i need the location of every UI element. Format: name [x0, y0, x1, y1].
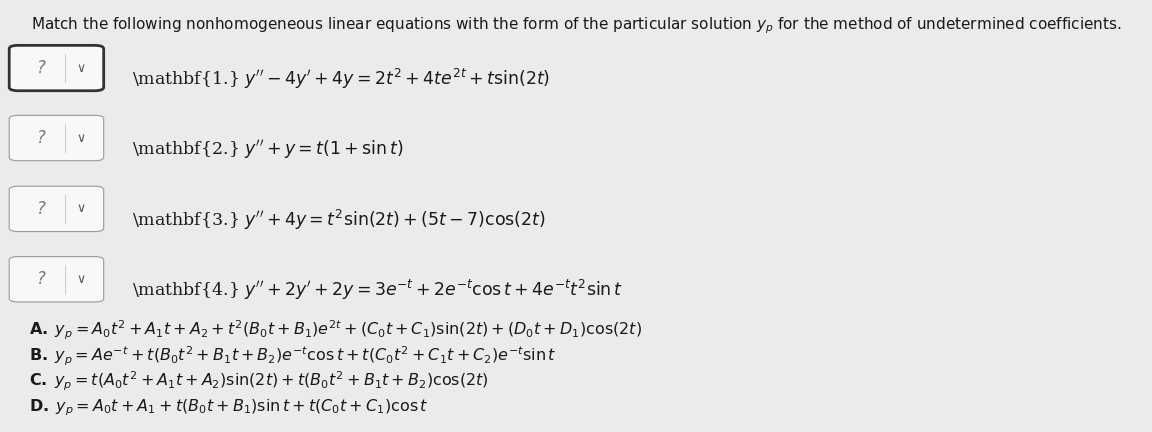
Text: \mathbf{2.} $y'' + y = t(1 + \sin t)$: \mathbf{2.} $y'' + y = t(1 + \sin t)$: [132, 137, 404, 161]
Text: $\mathbf{B.}\; y_p = Ae^{-t} + t(B_0t^2 + B_1t + B_2)e^{-t}\cos t + t(C_0t^2 + C: $\mathbf{B.}\; y_p = Ae^{-t} + t(B_0t^2 …: [29, 345, 556, 368]
FancyBboxPatch shape: [9, 257, 104, 302]
Text: \mathbf{3.} $y'' + 4y = t^2\sin(2t) + (5t - 7)\cos(2t)$: \mathbf{3.} $y'' + 4y = t^2\sin(2t) + (5…: [132, 207, 546, 232]
Text: ∨: ∨: [77, 202, 86, 216]
FancyBboxPatch shape: [9, 45, 104, 91]
Text: \mathbf{4.} $y'' + 2y' + 2y = 3e^{-t} + 2e^{-t}\cos t + 4e^{-t}t^2\sin t$: \mathbf{4.} $y'' + 2y' + 2y = 3e^{-t} + …: [132, 278, 623, 302]
Text: ∨: ∨: [77, 61, 86, 75]
Text: Match the following nonhomogeneous linear equations with the form of the particu: Match the following nonhomogeneous linea…: [31, 15, 1121, 36]
FancyBboxPatch shape: [9, 186, 104, 232]
Text: ?: ?: [37, 59, 46, 77]
Text: $\mathbf{C.}\; y_p = t(A_0t^2 + A_1t + A_2)\sin(2t) + t(B_0t^2 + B_1t + B_2)\cos: $\mathbf{C.}\; y_p = t(A_0t^2 + A_1t + A…: [29, 370, 488, 393]
Text: $\mathbf{A.}\; y_p = A_0t^2 + A_1t + A_2 + t^2(B_0t + B_1)e^{2t} + (C_0t + C_1)\: $\mathbf{A.}\; y_p = A_0t^2 + A_1t + A_2…: [29, 319, 642, 342]
Text: ?: ?: [37, 129, 46, 147]
Text: \mathbf{1.} $y'' - 4y' + 4y = 2t^2 + 4te^{2t} + t\sin(2t)$: \mathbf{1.} $y'' - 4y' + 4y = 2t^2 + 4te…: [132, 67, 551, 91]
Text: ∨: ∨: [77, 273, 86, 286]
Text: ?: ?: [37, 200, 46, 218]
FancyBboxPatch shape: [9, 115, 104, 161]
Text: ?: ?: [37, 270, 46, 288]
Text: ∨: ∨: [77, 131, 86, 145]
Text: $\mathbf{D.}\; y_p = A_0t + A_1 + t(B_0t + B_1)\sin t + t(C_0t + C_1)\cos t$: $\mathbf{D.}\; y_p = A_0t + A_1 + t(B_0t…: [29, 397, 429, 418]
